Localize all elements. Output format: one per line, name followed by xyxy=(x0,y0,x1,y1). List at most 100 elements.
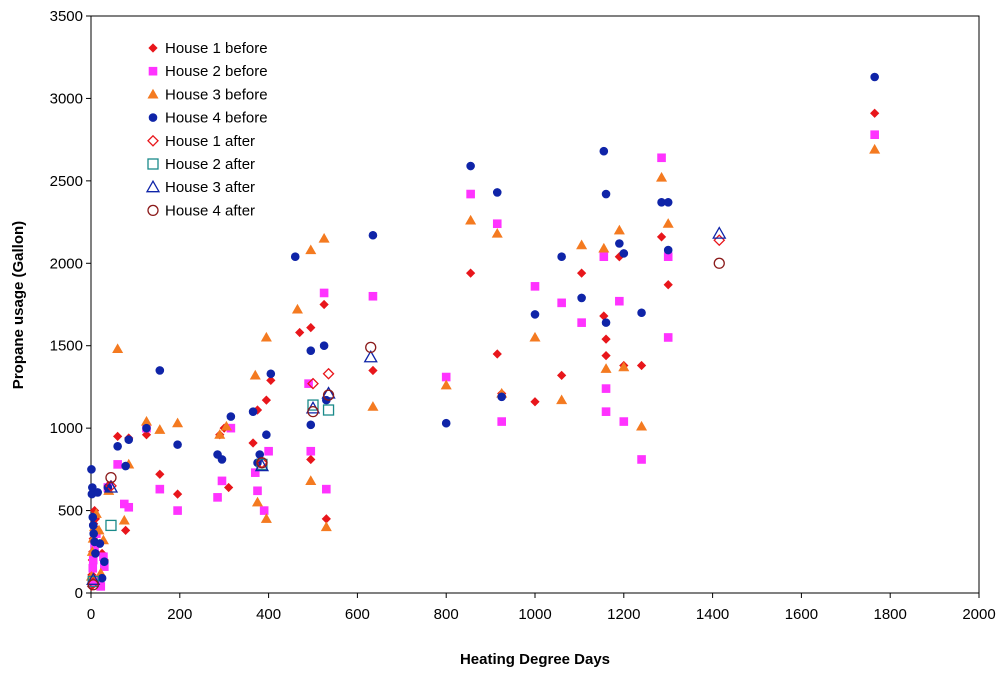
data-point xyxy=(368,230,378,240)
legend-label: House 4 after xyxy=(165,202,255,219)
data-point xyxy=(869,143,881,154)
data-point xyxy=(615,239,624,248)
data-point xyxy=(224,482,234,493)
y-axis-ticks: 0 500 1000 1500 2000 2500 3000 3500 xyxy=(50,8,91,602)
data-point xyxy=(530,310,540,319)
data-point xyxy=(556,394,568,405)
data-point xyxy=(256,457,268,469)
data-point xyxy=(618,361,630,372)
data-point xyxy=(306,454,316,465)
data-point xyxy=(88,512,98,522)
data-point xyxy=(118,514,130,525)
data-point xyxy=(492,349,502,359)
legend-label: House 4 before xyxy=(165,110,268,127)
plot-area xyxy=(90,15,980,594)
x-tick-label: 1000 xyxy=(518,606,551,623)
data-point xyxy=(155,469,165,479)
data-point xyxy=(155,484,165,494)
data-point xyxy=(870,130,879,139)
data-point xyxy=(601,318,611,327)
data-point xyxy=(600,363,612,373)
legend-label: House 1 after xyxy=(165,133,255,150)
series-8 xyxy=(87,257,725,591)
data-point xyxy=(250,468,260,477)
data-point xyxy=(557,298,566,308)
data-point xyxy=(124,435,134,444)
data-point xyxy=(307,399,319,411)
data-point xyxy=(213,493,222,502)
data-point xyxy=(713,257,725,269)
data-point xyxy=(226,412,236,421)
data-point xyxy=(88,521,98,530)
x-tick-label: 600 xyxy=(345,606,370,623)
data-point xyxy=(87,579,99,591)
y-tick-label: 1500 xyxy=(50,338,83,355)
data-point xyxy=(662,218,674,228)
data-point xyxy=(260,331,272,342)
data-point xyxy=(870,108,880,118)
data-point xyxy=(465,268,476,278)
data-point xyxy=(319,341,329,351)
data-point xyxy=(87,465,96,474)
x-tick-label: 800 xyxy=(434,606,459,623)
x-tick-label: 0 xyxy=(87,606,95,623)
data-point xyxy=(557,252,566,261)
data-point xyxy=(91,549,100,558)
data-point xyxy=(601,384,611,393)
legend-label: House 3 after xyxy=(165,179,255,196)
data-point xyxy=(103,480,119,493)
data-point xyxy=(105,479,117,492)
data-point xyxy=(155,366,165,375)
data-point xyxy=(466,161,475,171)
data-point xyxy=(466,189,475,199)
legend-marker xyxy=(148,113,158,122)
data-point xyxy=(599,146,609,156)
series-4 xyxy=(87,72,879,583)
data-point xyxy=(663,197,673,207)
legend-marker xyxy=(145,179,161,193)
data-point xyxy=(97,573,107,583)
y-axis-title: Propane usage (Gallon) xyxy=(10,221,27,389)
legend-marker xyxy=(147,204,159,217)
y-tick-label: 2500 xyxy=(50,173,83,190)
data-point xyxy=(305,244,317,255)
data-point xyxy=(599,252,609,261)
x-tick-label: 1600 xyxy=(785,606,818,623)
data-point xyxy=(619,417,629,426)
data-point xyxy=(217,476,227,486)
data-point xyxy=(253,486,262,496)
data-point xyxy=(172,417,184,428)
data-point xyxy=(86,572,101,585)
data-point xyxy=(306,420,316,430)
data-point xyxy=(93,488,102,497)
data-point xyxy=(577,318,586,327)
legend-marker xyxy=(147,158,159,170)
data-point xyxy=(656,232,667,242)
y-tick-label: 3500 xyxy=(50,8,83,25)
data-point xyxy=(637,308,646,318)
data-point xyxy=(663,280,673,290)
data-point xyxy=(321,386,336,399)
data-point xyxy=(89,529,98,538)
x-tick-label: 1400 xyxy=(696,606,729,623)
data-point xyxy=(598,242,610,253)
data-point xyxy=(530,282,540,291)
data-point xyxy=(465,214,477,225)
data-point xyxy=(248,438,258,448)
data-point xyxy=(217,455,227,464)
data-point xyxy=(440,379,452,390)
data-point xyxy=(307,406,319,418)
legend-marker xyxy=(147,88,159,99)
data-point xyxy=(95,539,105,548)
data-point xyxy=(601,407,611,416)
data-point xyxy=(322,404,335,416)
legend-label: House 3 before xyxy=(165,86,268,103)
data-point xyxy=(88,563,98,573)
data-point xyxy=(577,293,586,303)
data-point xyxy=(615,296,624,306)
data-point xyxy=(613,224,625,235)
data-point xyxy=(295,327,305,338)
legend-label: House 2 before xyxy=(165,63,268,80)
data-point xyxy=(88,483,97,492)
